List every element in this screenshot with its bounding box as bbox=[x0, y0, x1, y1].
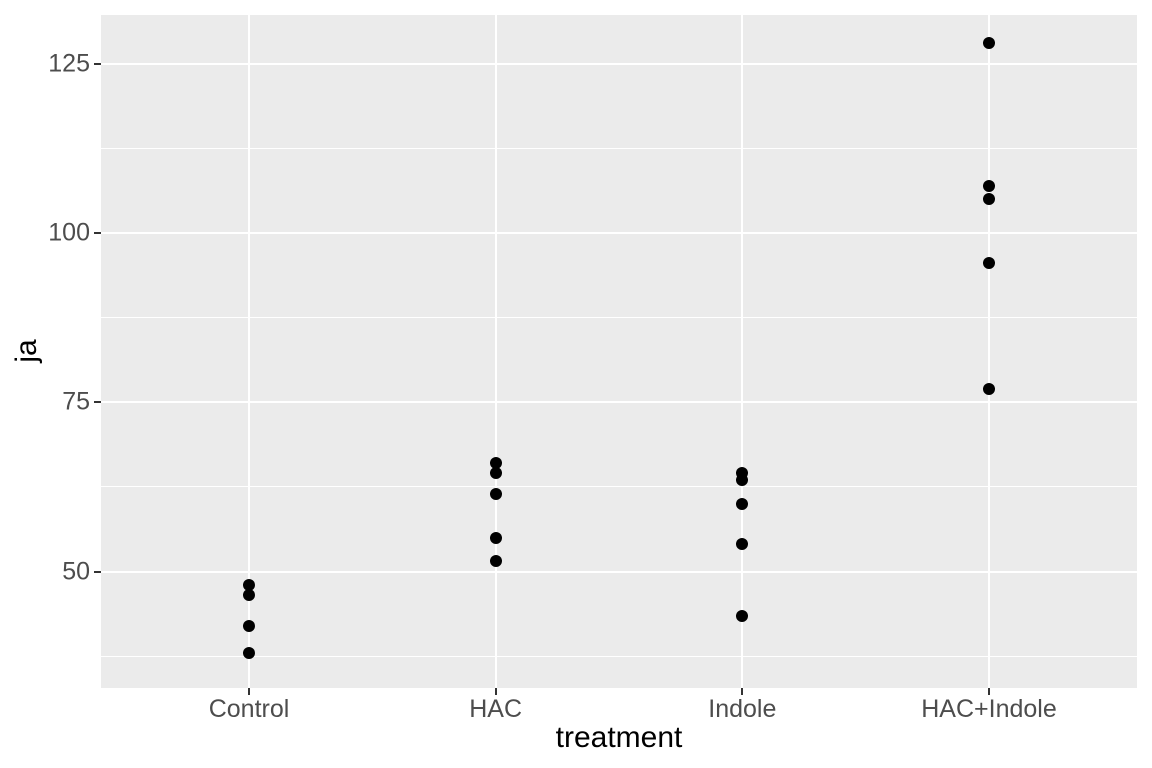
y-tick-label-50: 50 bbox=[62, 557, 90, 586]
data-point bbox=[489, 531, 502, 544]
x-tick-mark-Indole bbox=[741, 688, 744, 695]
data-point bbox=[489, 457, 502, 470]
y-tick-label-125: 125 bbox=[48, 49, 90, 78]
gridline-minor-y-37.5 bbox=[101, 655, 1137, 657]
x-tick-label-Indole: Indole bbox=[708, 695, 777, 723]
x-axis-title: treatment bbox=[555, 721, 683, 754]
plot-panel bbox=[101, 15, 1137, 688]
data-point bbox=[983, 37, 995, 50]
y-tick-mark-125 bbox=[94, 62, 101, 65]
data-point bbox=[983, 382, 995, 395]
data-point bbox=[243, 619, 255, 632]
data-point bbox=[243, 646, 255, 659]
x-tick-mark-HAC bbox=[494, 688, 497, 695]
y-axis-title: ja bbox=[10, 339, 43, 363]
data-point bbox=[736, 538, 749, 551]
data-point bbox=[736, 497, 749, 510]
gridline-minor-y-87.5 bbox=[101, 317, 1137, 319]
data-point bbox=[736, 609, 749, 622]
gridline-minor-y-112.5 bbox=[101, 147, 1137, 149]
gridline-minor-y-62.5 bbox=[101, 486, 1137, 488]
data-point bbox=[983, 179, 995, 192]
y-tick-mark-100 bbox=[94, 232, 101, 234]
y-tick-label-75: 75 bbox=[62, 387, 90, 416]
gridline-x-HAC bbox=[494, 15, 497, 688]
gridline-major-y-75 bbox=[101, 401, 1137, 404]
y-tick-label-100: 100 bbox=[48, 218, 90, 247]
gridline-x-HAC+Indole bbox=[988, 15, 990, 688]
data-point bbox=[736, 474, 749, 487]
gridline-major-y-125 bbox=[101, 62, 1137, 65]
data-point bbox=[983, 257, 995, 270]
data-point bbox=[489, 555, 502, 568]
x-tick-label-HAC: HAC bbox=[469, 695, 523, 723]
x-tick-label-Control: Control bbox=[208, 695, 290, 723]
data-point bbox=[243, 589, 255, 602]
x-tick-label-HAC+Indole: HAC+Indole bbox=[921, 695, 1057, 723]
data-point bbox=[489, 467, 502, 480]
x-tick-mark-HAC+Indole bbox=[988, 688, 990, 695]
gridline-major-y-100 bbox=[101, 232, 1137, 234]
y-tick-mark-50 bbox=[94, 570, 101, 573]
gridline-x-Indole bbox=[741, 15, 744, 688]
x-tick-mark-Control bbox=[248, 688, 250, 695]
data-point bbox=[983, 193, 995, 206]
data-point bbox=[243, 579, 255, 592]
gridline-x-Control bbox=[248, 15, 250, 688]
data-point bbox=[489, 487, 502, 500]
gridline-major-y-50 bbox=[101, 570, 1137, 573]
y-tick-mark-75 bbox=[94, 401, 101, 404]
